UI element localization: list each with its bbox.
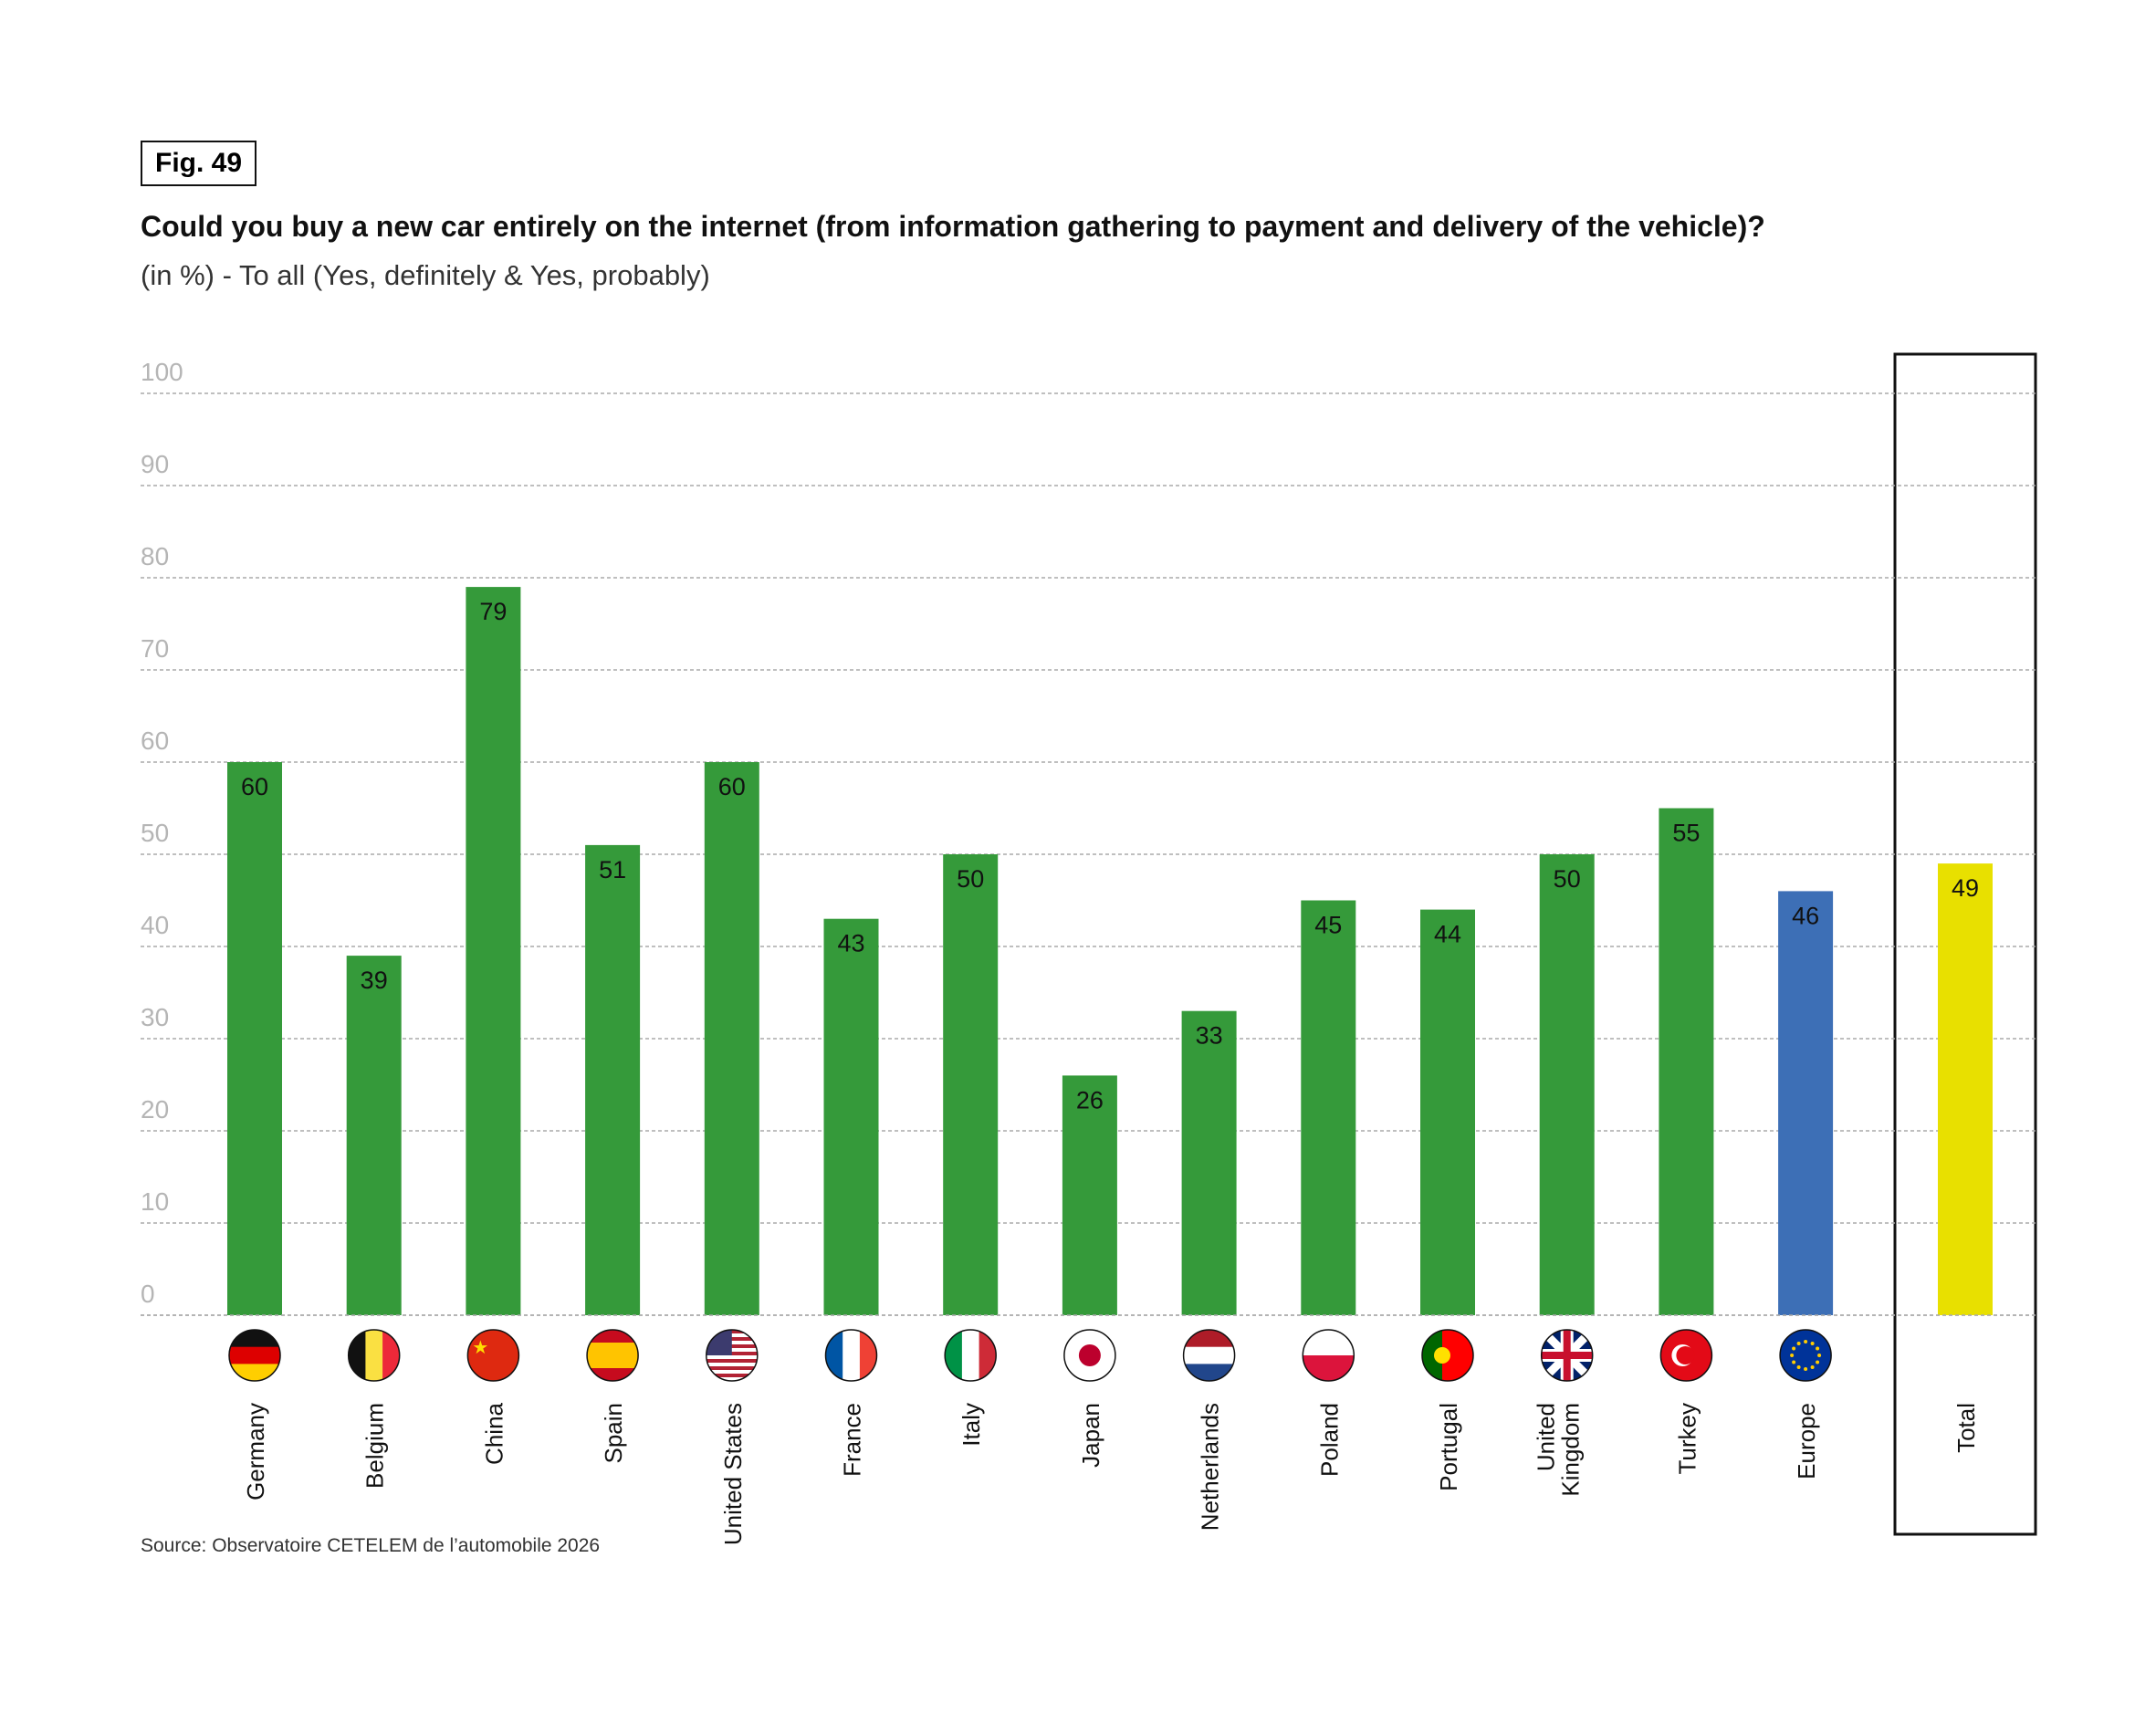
data-label-italy: 50	[957, 865, 984, 893]
y-tick-label: 0	[141, 1280, 155, 1308]
y-tick-label: 30	[141, 1003, 169, 1031]
flag-france-icon	[824, 1329, 878, 1382]
data-label-china: 79	[479, 598, 507, 625]
chart-title: Could you buy a new car entirely on the …	[141, 210, 1765, 243]
bar-europe	[1778, 891, 1834, 1315]
source-note: Source: Observatoire CETELEM de l’automo…	[141, 1535, 601, 1556]
bar-united-states	[704, 762, 759, 1315]
y-tick-label: 100	[141, 358, 183, 386]
flag-netherlands-icon	[1182, 1329, 1236, 1382]
bar-spain	[585, 844, 641, 1315]
y-tick-label: 90	[141, 450, 169, 478]
bar-netherlands	[1181, 1010, 1237, 1315]
data-label-portugal: 44	[1434, 921, 1461, 948]
data-label-belgium: 39	[361, 967, 388, 994]
y-tick-label: 50	[141, 819, 169, 847]
bar-japan	[1062, 1075, 1117, 1315]
data-label-netherlands: 33	[1196, 1022, 1223, 1050]
flag-united-kingdom-icon	[1540, 1329, 1594, 1382]
bar-china	[466, 587, 521, 1315]
data-label-europe: 46	[1792, 902, 1819, 929]
flag-united-states-icon	[706, 1329, 759, 1382]
bar-total	[1938, 863, 1993, 1315]
data-label-spain: 51	[599, 856, 626, 883]
x-tick-label-italy: Italy	[958, 1403, 985, 1447]
x-tick-label-france: France	[839, 1403, 866, 1477]
x-tick-label-poland: Poland	[1315, 1403, 1343, 1477]
figure-label: Fig. 49	[141, 141, 257, 186]
data-label-germany: 60	[241, 773, 268, 800]
data-label-poland: 45	[1314, 912, 1342, 939]
x-tick-label-spain: Spain	[600, 1403, 627, 1464]
bar-united-kingdom	[1539, 854, 1595, 1315]
data-label-united-states: 60	[718, 773, 746, 800]
data-label-total: 49	[1952, 874, 1979, 902]
bar-germany	[227, 762, 282, 1315]
total-highlight-box	[1893, 352, 2037, 1536]
flag-poland-icon	[1302, 1329, 1355, 1382]
x-tick-label-portugal: Portugal	[1435, 1403, 1462, 1491]
flag-turkey-icon	[1659, 1329, 1713, 1382]
flag-china-icon: ★	[466, 1329, 520, 1382]
flag-japan-icon	[1063, 1329, 1116, 1382]
x-tick-label-germany: Germany	[242, 1403, 269, 1500]
y-tick-label: 70	[141, 634, 169, 663]
flag-belgium-icon	[347, 1329, 401, 1382]
bar-turkey	[1659, 808, 1714, 1315]
data-label-turkey: 55	[1672, 820, 1700, 847]
y-tick-label: 60	[141, 727, 169, 755]
y-tick-label: 40	[141, 911, 169, 939]
data-label-france: 43	[837, 930, 864, 957]
svg-text:★: ★	[472, 1338, 488, 1358]
x-tick-label-japan: Japan	[1077, 1403, 1104, 1468]
x-tick-label-china: China	[480, 1402, 508, 1464]
chart-subtitle: (in %) - To all (Yes, definitely & Yes, …	[141, 259, 710, 291]
flag-spain-icon	[586, 1329, 639, 1382]
bar-france	[823, 918, 879, 1315]
x-tick-label-europe: Europe	[1793, 1403, 1820, 1479]
x-tick-label-united-states: United States	[719, 1403, 747, 1545]
x-tick-label-netherlands: Netherlands	[1197, 1403, 1224, 1531]
bar-italy	[943, 854, 999, 1315]
y-tick-label: 80	[141, 542, 169, 570]
x-tick-label-united-kingdom: UnitedKingdom	[1533, 1403, 1585, 1497]
flag-germany-icon	[228, 1329, 281, 1382]
flag-europe-icon	[1779, 1329, 1832, 1382]
bar-portugal	[1420, 909, 1475, 1315]
y-tick-label: 10	[141, 1187, 169, 1216]
x-tick-label-belgium: Belgium	[361, 1403, 389, 1489]
bar-poland	[1301, 900, 1356, 1315]
flag-italy-icon	[944, 1329, 997, 1382]
data-label-japan: 26	[1076, 1086, 1104, 1113]
x-tick-label-turkey: Turkey	[1673, 1403, 1701, 1475]
x-tick-label-total: Total	[1952, 1403, 1980, 1453]
flag-portugal-icon	[1421, 1329, 1474, 1382]
y-tick-label: 20	[141, 1095, 169, 1124]
bar-belgium	[346, 956, 402, 1315]
data-label-united-kingdom: 50	[1554, 865, 1581, 893]
